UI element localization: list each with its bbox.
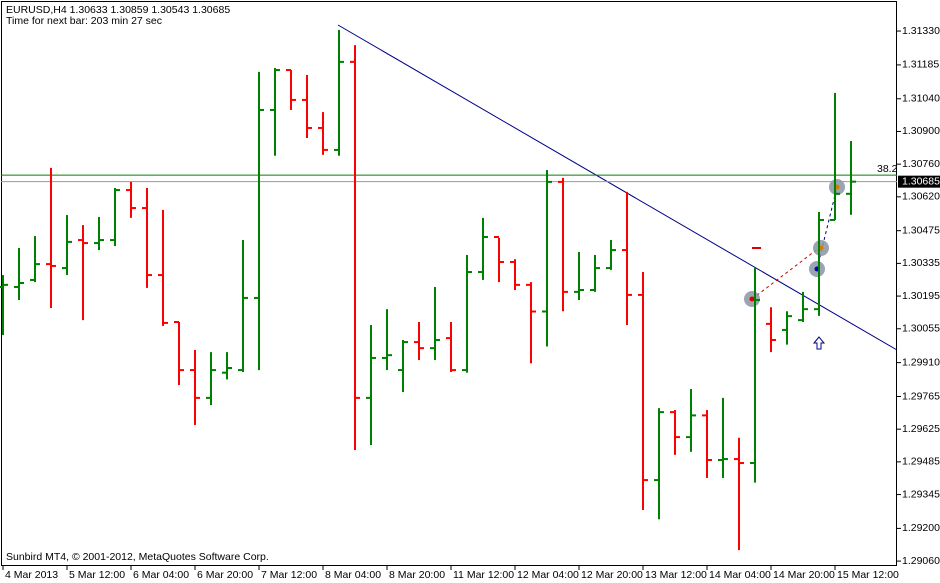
y-tick-label: 1.29765 bbox=[902, 390, 940, 402]
y-tick-label: 1.30195 bbox=[902, 290, 940, 302]
y-tick-label: 1.30055 bbox=[902, 323, 940, 335]
y-tick-label: 1.29345 bbox=[902, 488, 940, 500]
footer: Sunbird MT4, © 2001-2012, MetaQuotes Sof… bbox=[6, 551, 269, 563]
y-tick-label: 1.30620 bbox=[902, 191, 940, 203]
x-tick-label: 6 Mar 20:00 bbox=[197, 569, 253, 581]
x-tick-label: 5 Mar 12:00 bbox=[69, 569, 125, 581]
y-tick-label: 1.31185 bbox=[902, 59, 939, 71]
y-tick-label: 1.31040 bbox=[902, 93, 940, 105]
y-tick-label: 1.29200 bbox=[902, 522, 940, 534]
trade-link bbox=[751, 247, 820, 300]
plot-frame bbox=[1, 1, 897, 566]
y-tick-label: 1.30475 bbox=[902, 224, 940, 236]
x-tick-label: 15 Mar 12:00 bbox=[837, 569, 899, 581]
x-tick-label: 12 Mar 04:00 bbox=[517, 569, 579, 581]
header: EURUSD,H4 1.30633 1.30859 1.30543 1.3068… bbox=[6, 4, 230, 16]
y-tick-label: 1.29625 bbox=[902, 423, 940, 435]
x-tick-label: 13 Mar 12:00 bbox=[645, 569, 707, 581]
x-tick-label: 8 Mar 20:00 bbox=[389, 569, 445, 581]
x-tick-label: 12 Mar 20:00 bbox=[581, 569, 643, 581]
y-tick-label: 1.30900 bbox=[902, 125, 940, 137]
trade-dot bbox=[749, 296, 755, 302]
y-tick-label: 1.30760 bbox=[902, 158, 940, 170]
x-tick-label: 4 Mar 2013 bbox=[5, 569, 58, 581]
y-tick-label: 1.29485 bbox=[902, 456, 940, 468]
price-box bbox=[898, 175, 940, 188]
fib-label: 38.2 bbox=[877, 163, 898, 175]
x-tick-label: 8 Mar 04:00 bbox=[325, 569, 381, 581]
x-tick-label: 7 Mar 12:00 bbox=[261, 569, 317, 581]
y-tick-label: 1.29060 bbox=[902, 555, 940, 567]
x-tick-label: 14 Mar 04:00 bbox=[709, 569, 771, 581]
x-tick-label: 14 Mar 20:00 bbox=[773, 569, 835, 581]
x-tick-label: 11 Mar 12:00 bbox=[453, 569, 514, 581]
x-tick-label: 6 Mar 04:00 bbox=[133, 569, 189, 581]
arrow-up bbox=[812, 336, 826, 350]
timer: Time for next bar: 203 min 27 sec bbox=[6, 15, 162, 27]
price-label: 1.30685 bbox=[902, 175, 940, 187]
y-tick-label: 1.30335 bbox=[902, 257, 940, 269]
y-tick-label: 1.31330 bbox=[902, 25, 940, 37]
y-tick-label: 1.29910 bbox=[902, 356, 940, 368]
